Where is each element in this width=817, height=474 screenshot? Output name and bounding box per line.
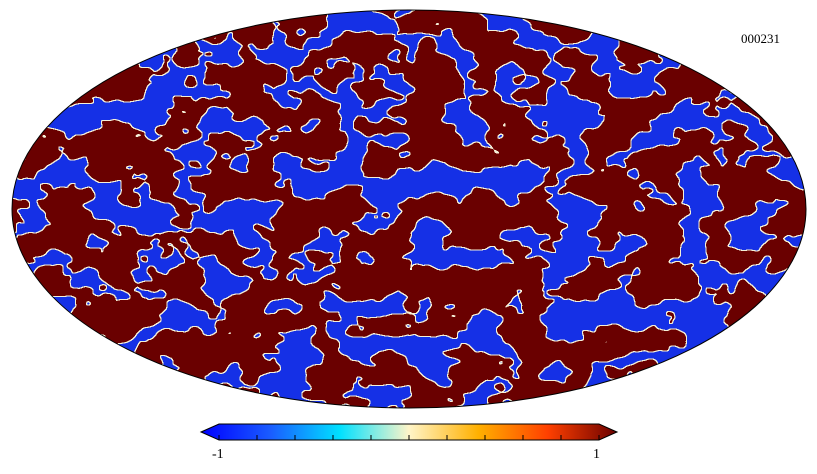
map-outline <box>11 9 807 409</box>
colorbar-min-label: -1 <box>212 447 224 462</box>
map-id-label: 000231 <box>741 31 780 46</box>
colorbar-max-label: 1 <box>593 447 600 462</box>
colorbar <box>199 423 619 441</box>
map-field <box>12 10 806 408</box>
